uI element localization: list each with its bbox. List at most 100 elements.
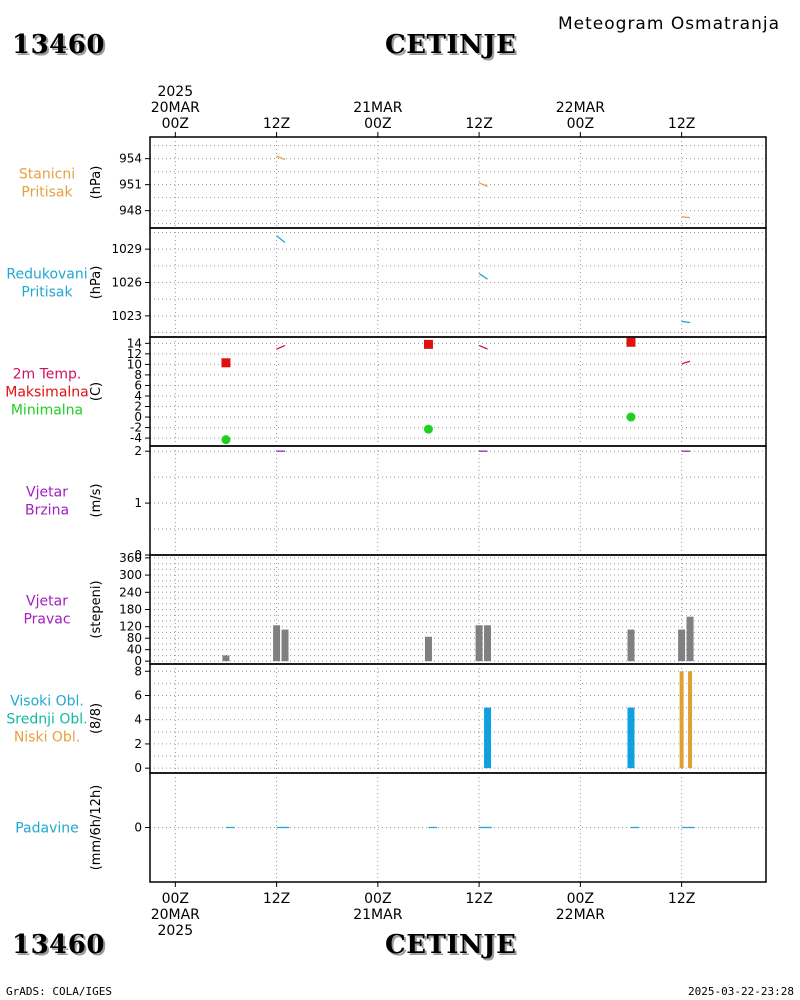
y-tick-label: 10 [127,357,142,371]
wind-direction-bar [222,655,230,662]
unit-label: (mm/6h/12h) [89,785,104,871]
wind-direction-bar [627,629,635,662]
y-tick-label: 12 [127,347,142,361]
series-segment [681,216,691,219]
y-tick-label: 8 [134,664,142,678]
panel-label: Pritisak [21,285,73,301]
y-tick-label: 6 [134,688,142,702]
y-tick-label: 2 [134,444,142,458]
y-tick-label: 0 [134,548,142,562]
tmin-marker [626,412,636,422]
wind-direction-bar [273,625,281,662]
y-tick-label: 40 [127,643,142,657]
y-tick-label: 14 [127,336,142,350]
series-segment [681,320,691,324]
panel-label: Vjetar [26,485,68,501]
tmin-marker [221,435,231,445]
y-tick-label: 951 [119,178,142,192]
meteogram-title: Meteogram Osmatranja [558,14,781,34]
high-cloud-bar [627,707,635,769]
y-tick-label: 2 [134,400,142,414]
tmax-marker [423,339,433,349]
y-tick-label: 300 [119,568,142,582]
x-label-bottom: 00Z [567,891,594,907]
x-label-top: 00Z [364,116,391,132]
y-tick-label: 954 [119,152,142,166]
wind-direction-bar [424,636,432,662]
y-tick-label: 1029 [111,242,142,256]
series-segment [478,344,488,350]
panel-frame [149,663,767,774]
x-label-top: 12Z [668,116,695,132]
unit-label: (stepeni) [89,580,104,638]
panel-wind_speed [145,445,767,556]
series-segment [478,182,488,188]
y-tick-label: 8 [134,368,142,382]
tmin-marker [423,424,433,434]
unit-label: (hPa) [89,266,104,300]
panel-label: Pritisak [21,185,73,201]
x-label-bottom: 00Z [162,891,189,907]
x-label-top: 12Z [263,116,290,132]
y-tick-label: 0 [134,761,142,775]
panel-precipitation [145,772,767,883]
tmax-marker [626,337,636,347]
x-label-top: 12Z [465,116,492,132]
unit-label: (m/s) [89,484,104,518]
panel-label: Vjetar [26,594,68,610]
panel-label: Pravac [23,612,70,628]
y-tick-label: 180 [119,603,142,617]
panel-frame [149,772,767,883]
unit-label: (hPa) [89,166,104,200]
x-label-bottom: 22MAR [556,907,605,923]
x-label-bottom: 2025 [157,923,193,939]
y-tick-label: 1023 [111,309,142,323]
panel-temperature [145,336,767,447]
series-segment [478,273,488,280]
y-tick-label: 948 [119,204,142,218]
y-tick-label: 1026 [111,276,142,290]
wind-direction-bar [475,625,483,662]
x-label-top: 21MAR [353,100,402,116]
x-label-top: 00Z [567,116,594,132]
panel-label: Stanicni [19,167,75,183]
y-tick-label: 240 [119,585,142,599]
station-id-bottom: 13460 [12,930,105,960]
y-tick-label: 80 [127,631,142,645]
panel-frame [149,136,767,229]
panel-clouds [145,663,767,774]
panel-frame [149,336,767,447]
panel-label: Visoki Obl. [10,694,84,710]
panel-wind_direction [145,554,767,665]
panel-label: Brzina [25,503,69,519]
wind-direction-bar [678,629,686,662]
series-segment [276,235,286,243]
unit-label: (C) [89,382,104,401]
y-tick-label: -4 [130,431,142,445]
x-label-top: 22MAR [556,100,605,116]
station-id-top: 13460 [12,30,105,60]
x-label-bottom: 00Z [364,891,391,907]
series-segment [276,155,286,161]
tmax-marker [221,358,231,368]
credit-text: GrADS: COLA/IGES [6,985,112,998]
unit-label: (8/8) [89,703,104,734]
panel-label: 2m Temp. [13,367,82,383]
x-label-top: 20MAR [151,100,200,116]
y-tick-label: 4 [134,389,142,403]
x-label-top: 00Z [162,116,189,132]
series-segment [276,344,286,350]
series-segment [681,360,691,365]
y-tick-label: 6 [134,378,142,392]
x-label-bottom: 12Z [465,891,492,907]
low-cloud-bar [679,671,684,769]
x-label-bottom: 12Z [668,891,695,907]
high-cloud-bar [484,707,492,769]
wind-direction-bar [686,616,694,662]
x-label-top: 2025 [157,84,193,100]
wind-direction-bar [484,625,492,662]
panel-station_pressure [145,136,767,229]
y-tick-label: 1 [134,496,142,510]
